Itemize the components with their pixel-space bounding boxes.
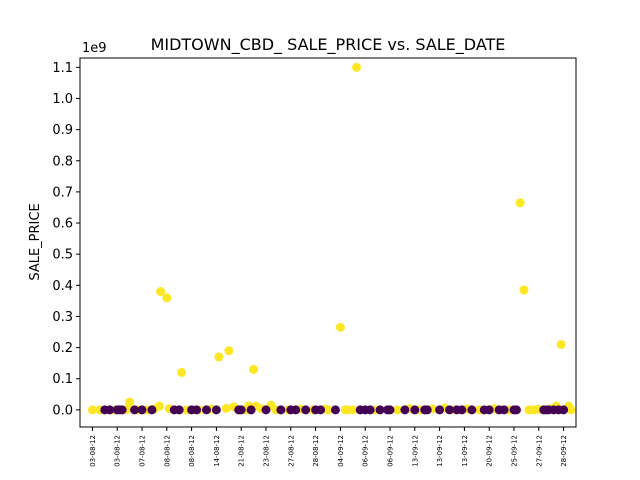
x-tick-label: 03-08-12 [89, 435, 97, 467]
data-point [335, 322, 345, 332]
x-tick-label: 27-09-12 [535, 435, 543, 467]
data-point [154, 401, 164, 411]
data-point [87, 405, 97, 415]
x-tick-label: 28-08-12 [312, 435, 320, 467]
data-point [352, 62, 362, 72]
data-point [467, 405, 477, 415]
data-point [385, 405, 395, 415]
y-tick-label: 0.3 [52, 310, 73, 325]
points-layer [87, 62, 576, 415]
data-point [435, 405, 445, 415]
data-point [515, 198, 525, 208]
chart-title: MIDTOWN_CBD_ SALE_PRICE vs. SALE_DATE [151, 35, 506, 55]
data-point [162, 293, 172, 303]
x-tick-label: 27-08-12 [287, 435, 295, 467]
data-point [566, 405, 576, 415]
data-point [221, 403, 231, 413]
y-tick-label: 0.7 [52, 185, 73, 200]
y-tick-label: 0.4 [52, 279, 73, 294]
data-point [201, 405, 211, 415]
x-tick-label: 25-09-12 [511, 435, 519, 467]
data-point [348, 405, 358, 415]
data-point [261, 405, 271, 415]
data-point [211, 405, 221, 415]
y-tick-label: 0.8 [52, 154, 73, 169]
data-point [556, 339, 566, 349]
data-point [291, 405, 301, 415]
data-point [400, 405, 410, 415]
data-point [177, 368, 187, 378]
data-point [559, 405, 569, 415]
y-tick-label: 0.5 [52, 248, 73, 263]
y-tick-label: 0.0 [52, 403, 73, 418]
x-tick-label: 13-09-12 [436, 435, 444, 467]
y-tick-label: 1.1 [52, 61, 73, 76]
x-tick-label: 20-09-12 [486, 435, 494, 467]
x-tick-label: 14-08-12 [213, 435, 221, 467]
data-point [511, 405, 521, 415]
x-axis: 03-08-12 03-08-12 07-08-12 08-08-12 08-08-12… [89, 427, 568, 467]
data-point [410, 405, 420, 415]
data-point [137, 405, 147, 415]
y-axis-label: SALE_PRICE [28, 203, 43, 280]
x-tick-label: 21-08-12 [238, 435, 246, 467]
x-tick-label: 08-08-12 [163, 435, 171, 467]
data-point [246, 405, 256, 415]
x-tick-label: 08-08-12 [188, 435, 196, 467]
data-point [147, 405, 157, 415]
data-point [224, 346, 234, 356]
x-tick-label: 07-08-12 [139, 435, 147, 467]
data-point [519, 285, 529, 295]
y-tick-label: 0.6 [52, 217, 73, 232]
data-point [117, 405, 127, 415]
data-point [316, 405, 326, 415]
data-point [130, 405, 140, 415]
x-tick-label: 06-09-12 [362, 435, 370, 467]
y-tick-label: 1.0 [52, 92, 73, 107]
data-point [125, 397, 135, 407]
x-tick-label: 23-08-12 [263, 435, 271, 467]
x-tick-label: 04-09-12 [337, 435, 345, 467]
data-point [105, 405, 115, 415]
y-offset-label: 1e9 [82, 41, 107, 56]
data-point [236, 405, 246, 415]
data-point [249, 364, 259, 374]
data-point [276, 405, 286, 415]
data-point [392, 405, 402, 415]
data-point [156, 287, 166, 297]
y-tick-label: 0.2 [52, 341, 73, 356]
data-point [445, 405, 455, 415]
data-point [174, 405, 184, 415]
y-axis: 0.0 0.1 0.2 0.3 0.4 0.5 0.6 0.7 0.8 0.9 1.0 1.1 [52, 61, 80, 418]
data-point [323, 405, 333, 415]
plot-frame [79, 57, 577, 428]
data-point [499, 405, 509, 415]
data-point [365, 405, 375, 415]
data-point [422, 405, 432, 415]
data-point [330, 405, 340, 415]
data-point [484, 405, 494, 415]
data-point [375, 405, 385, 415]
x-tick-label: 06-09-12 [387, 435, 395, 467]
x-tick-label: 03-08-12 [114, 435, 122, 467]
data-point [457, 405, 467, 415]
y-tick-label: 0.1 [52, 372, 73, 387]
y-tick-label: 0.9 [52, 123, 73, 138]
data-point [192, 405, 202, 415]
x-tick-label: 28-09-12 [560, 435, 568, 467]
plot-background [80, 58, 576, 427]
x-tick-label: 13-09-12 [461, 435, 469, 467]
data-point [214, 352, 224, 362]
x-tick-label: 13-09-12 [411, 435, 419, 467]
data-point [301, 405, 311, 415]
